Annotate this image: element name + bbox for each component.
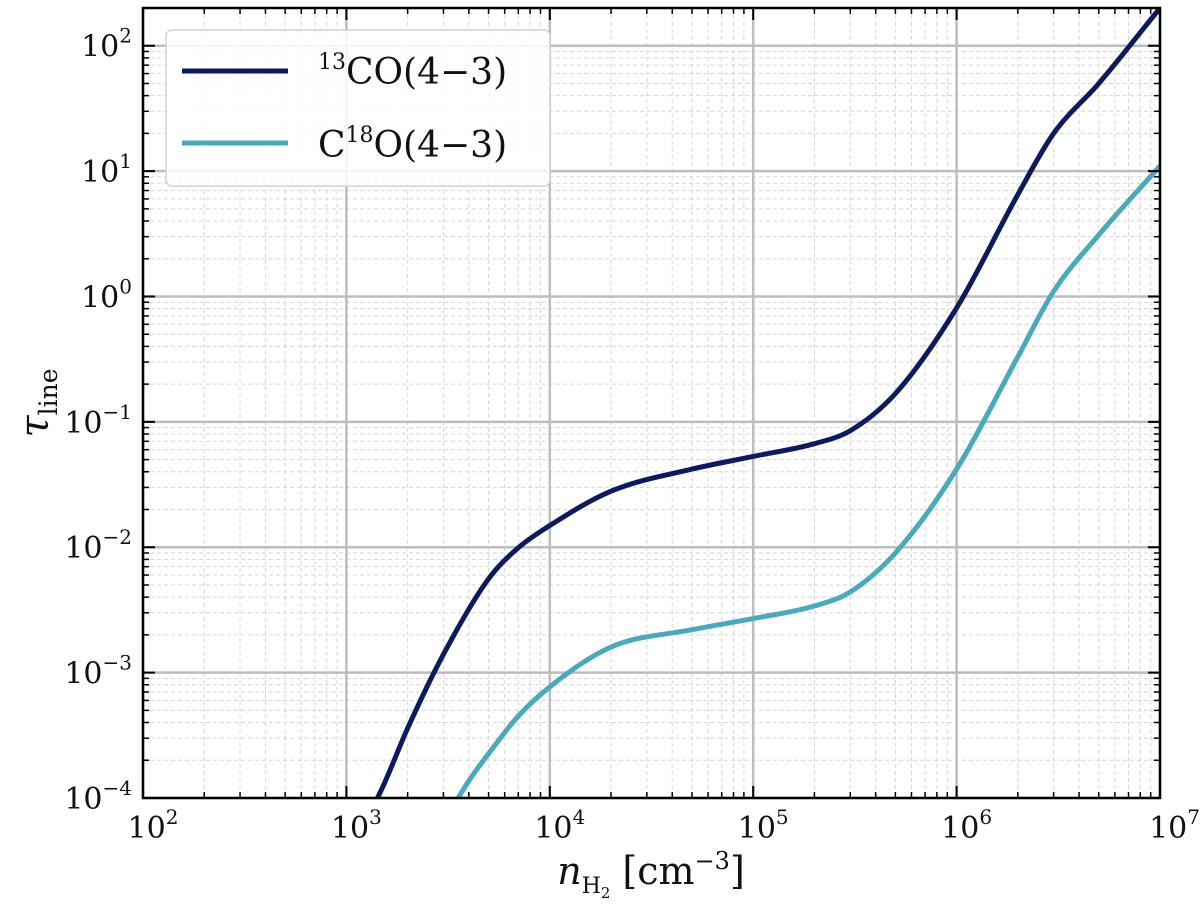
y-axis-var: τ: [12, 415, 58, 438]
x-tick-label: 107: [1149, 805, 1200, 846]
series-line-1: [455, 164, 1160, 798]
y-tick-label: 10−4: [64, 776, 132, 817]
y-axis-label: τline: [12, 368, 63, 437]
series-lines: [374, 8, 1160, 798]
x-tick-label: 104: [534, 805, 585, 846]
legend-label-13co: 13CO(4−3): [318, 50, 507, 93]
x-tick-labels: 102 103 104 105 106 107: [128, 805, 1200, 846]
legend-label-c18o: C18O(4−3): [318, 123, 507, 166]
x-tick-label: 102: [128, 805, 179, 846]
y-tick-labels: 10−4 10−3 10−2 10−1 100 101 102: [64, 24, 132, 817]
x-axis-label: nH2 [cm−3]: [557, 847, 745, 902]
axis-ticks: [142, 8, 1161, 799]
x-tick-label: 106: [941, 805, 992, 846]
grid: [141, 8, 1162, 800]
y-tick-label: 101: [81, 149, 132, 190]
x-axis-subsub: 2: [601, 884, 611, 902]
y-tick-label: 10−3: [64, 651, 132, 692]
x-tick-label: 105: [738, 805, 789, 846]
y-tick-label: 100: [81, 274, 132, 315]
x-axis-var: n: [557, 849, 581, 893]
plot-frame: [141, 6, 1162, 800]
y-tick-label: 10−1: [64, 400, 132, 441]
x-axis-unit: [cm: [622, 849, 694, 893]
x-axis-unit-close: ]: [730, 849, 745, 893]
y-tick-label: 102: [81, 24, 132, 65]
y-tick-label: 10−2: [64, 525, 132, 566]
series-line-0: [374, 8, 1160, 798]
y-axis-sub: line: [34, 368, 63, 415]
legend: 13CO(4−3) C18O(4−3): [165, 29, 551, 187]
x-tick-label: 103: [331, 805, 382, 846]
x-axis-unit-exp: −3: [695, 847, 730, 875]
x-axis-sub: H: [582, 874, 601, 899]
